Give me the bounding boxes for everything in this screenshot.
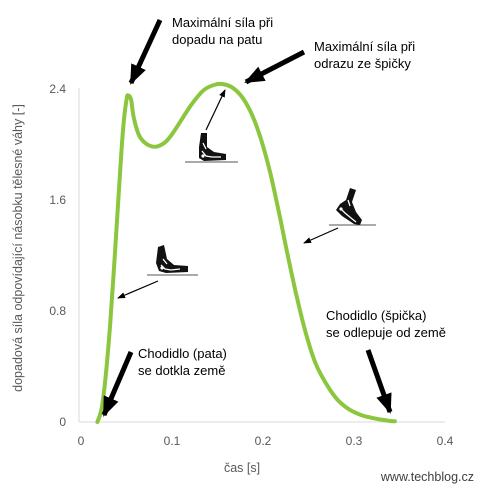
y-tick-label: 1.6 <box>49 193 66 207</box>
annotation-line: se odlepuje od země <box>326 325 446 340</box>
heel-contact-annotation: Chodidlo (pata) se dotkla země <box>138 346 231 378</box>
annotation-line: Chodidlo (špička) <box>326 308 426 323</box>
y-tick-label: 0 <box>59 415 66 429</box>
foot-flat-pointer-arrow <box>205 89 226 131</box>
annotation-line: Maximální síla při <box>172 15 273 30</box>
heel-contact-arrow <box>101 351 134 417</box>
heel-peak-annotation: Maximální síla při dopadu na patu <box>172 15 277 47</box>
foot-toe-off-icon <box>329 188 376 226</box>
y-tick-label: 0.8 <box>49 304 66 318</box>
annotation-line: se dotkla země <box>138 363 225 378</box>
annotation-line: Chodidlo (pata) <box>138 346 227 361</box>
x-tick-label: 0 <box>78 434 85 448</box>
annotation-line: Maximální síla při <box>314 39 415 54</box>
toe-off-arrow <box>365 349 393 414</box>
foot-heel-strike-icon <box>147 245 198 276</box>
x-axis-title: čas [s] <box>224 461 260 475</box>
heel-peak-arrow <box>128 18 163 85</box>
y-tick-label: 2.4 <box>49 82 66 96</box>
toe-peak-annotation: Maximální síla při odrazu ze špičky <box>314 39 419 71</box>
x-tick-label: 0.2 <box>255 434 272 448</box>
source-credit: www.techblog.cz <box>380 470 474 484</box>
toe-peak-arrow <box>244 49 306 85</box>
toe-off-annotation: Chodidlo (špička) se odlepuje od země <box>326 308 446 340</box>
foot-flat-icon <box>185 133 238 163</box>
annotation-line: odrazu ze špičky <box>314 56 411 71</box>
series-line <box>95 81 397 424</box>
heel-strike-pointer-arrow <box>117 280 159 299</box>
annotation-line: dopadu na patu <box>172 32 262 47</box>
x-tick-label: 0.1 <box>164 434 181 448</box>
x-tick-label: 0.3 <box>346 434 363 448</box>
x-tick-label: 0.4 <box>437 434 454 448</box>
y-axis-title: dopadová síla odpovídající násobku těles… <box>11 104 25 392</box>
toe-off-pointer-arrow <box>303 227 339 244</box>
